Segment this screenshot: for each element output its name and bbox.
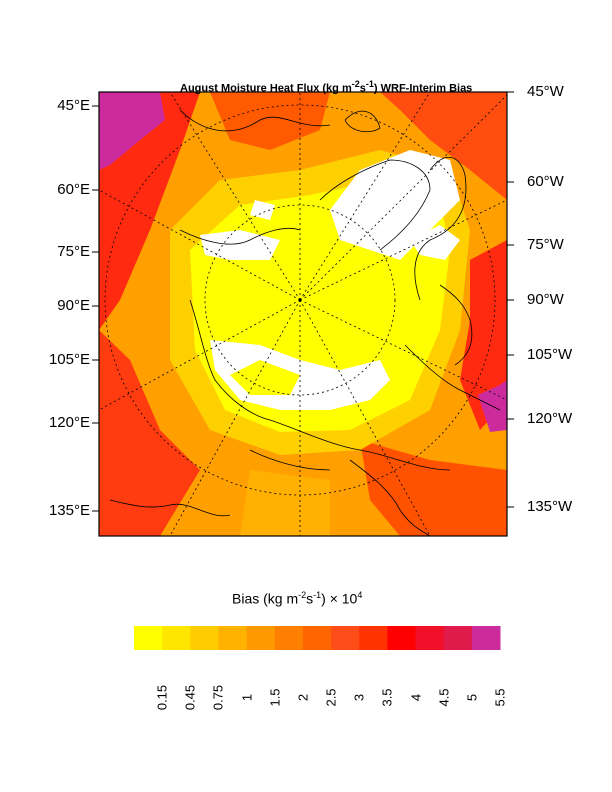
lat-label-120e: 120°E <box>48 414 90 431</box>
coastlines <box>109 109 501 536</box>
colorbar-tick-label: 0.15 <box>154 684 170 711</box>
map-frame <box>98 91 508 537</box>
lon-label-120w: 120°W <box>527 410 573 427</box>
colorbar-tick-label: 0.45 <box>182 684 198 711</box>
colorbar-swatch <box>415 626 445 650</box>
map-title: August Moisture Heat Flux (kg m-2s-1) WR… <box>180 79 473 95</box>
lat-label-60e: 60°E <box>57 181 90 198</box>
lat-label-75e: 75°E <box>57 243 90 260</box>
lon-label-60w: 60°W <box>527 173 564 190</box>
colorbar-swatch <box>218 626 248 650</box>
colorbar-swatch <box>190 626 219 650</box>
lat-label-135e: 135°E <box>48 502 90 519</box>
colorbar-swatch <box>471 626 501 650</box>
colorbar-tick-label: 1.5 <box>267 688 283 707</box>
lat-label-90e: 90°E <box>57 297 90 314</box>
colorbar-swatch <box>387 626 417 650</box>
map-field <box>99 92 507 536</box>
colorbar-tick-label: 2.5 <box>323 688 339 707</box>
map-ticks <box>92 91 514 512</box>
colorbar-swatch <box>134 626 163 650</box>
colorbar-tick-label: 3.5 <box>379 688 395 707</box>
lon-label-45w: 45°W <box>527 83 564 100</box>
colorbar-tick-label: 4.5 <box>436 688 452 707</box>
colorbar <box>134 626 501 650</box>
lon-label-105w: 105°W <box>527 346 573 363</box>
colorbar-tick-label: 5 <box>464 693 480 702</box>
colorbar-tick-label: 2 <box>295 693 311 702</box>
colorbar-swatch <box>359 626 388 650</box>
colorbar-tick-label: 4 <box>408 693 424 702</box>
colorbar-swatch <box>274 626 304 650</box>
colorbar-tick-label: 5.5 <box>492 688 508 707</box>
lat-label-105e: 105°E <box>48 351 90 368</box>
colorbar-swatch <box>162 626 191 650</box>
lon-label-75w: 75°W <box>527 236 564 253</box>
lon-label-90w: 90°W <box>527 291 564 308</box>
colorbar-tick-label: 1 <box>239 693 255 702</box>
colorbar-swatch <box>443 626 473 650</box>
lat-label-45e: 45°E <box>57 97 90 114</box>
colorbar-tick-label: 0.75 <box>210 684 226 711</box>
graticule <box>99 92 507 536</box>
lon-label-135w: 135°W <box>527 498 573 515</box>
colorbar-title: Bias (kg m-2s-1) × 104 <box>232 590 363 607</box>
colorbar-tick-label: 3 <box>351 693 367 702</box>
colorbar-swatch <box>302 626 332 650</box>
colorbar-swatch <box>246 626 276 650</box>
colorbar-swatch <box>331 626 360 650</box>
